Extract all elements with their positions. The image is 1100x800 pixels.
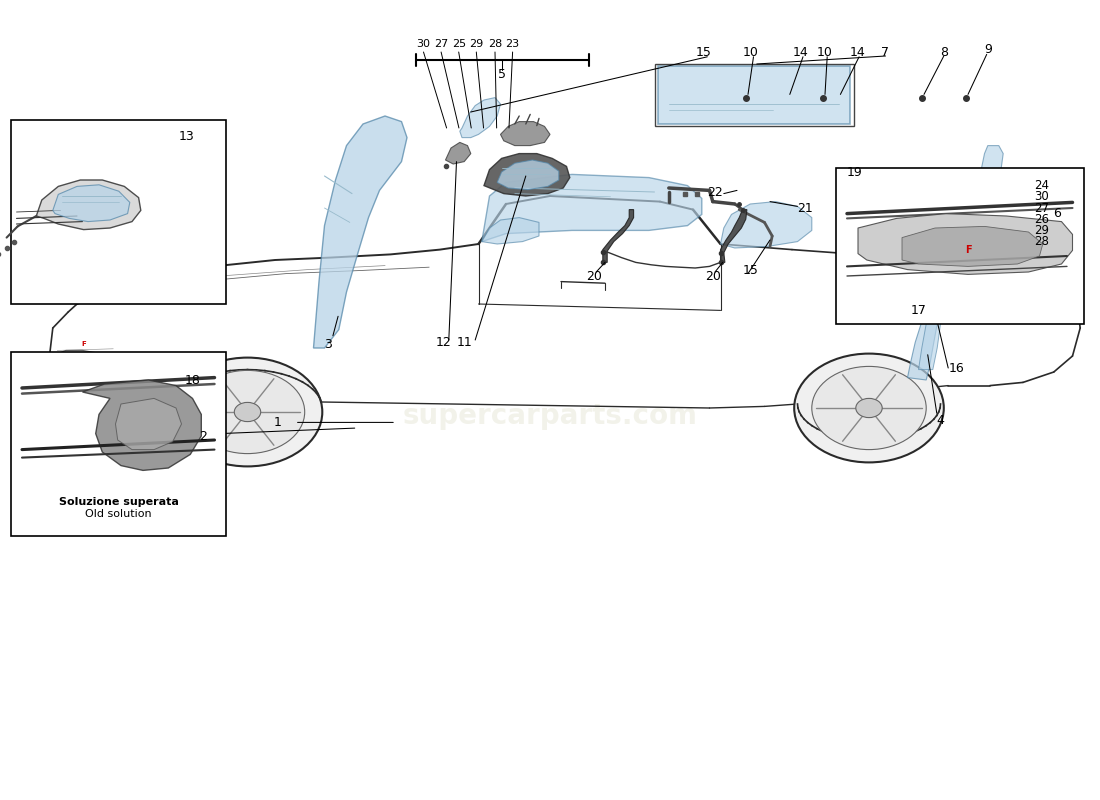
Text: 1: 1 <box>273 416 282 429</box>
Text: 13: 13 <box>179 130 195 142</box>
Text: 28: 28 <box>1034 235 1049 248</box>
Circle shape <box>794 354 944 462</box>
Polygon shape <box>460 98 500 138</box>
Text: Old solution: Old solution <box>86 509 152 518</box>
Text: F: F <box>81 341 86 347</box>
Polygon shape <box>902 226 1043 266</box>
Text: 14: 14 <box>850 46 866 58</box>
Polygon shape <box>720 202 812 248</box>
Text: 3: 3 <box>323 338 332 350</box>
Text: 20: 20 <box>586 270 602 282</box>
Text: 15: 15 <box>742 264 758 277</box>
Circle shape <box>856 398 882 418</box>
Text: 18: 18 <box>185 374 200 386</box>
Text: 14: 14 <box>793 46 808 58</box>
Text: supercarparts.com: supercarparts.com <box>403 402 697 430</box>
Polygon shape <box>446 142 471 164</box>
Polygon shape <box>314 116 407 348</box>
Text: 2: 2 <box>199 430 208 442</box>
Bar <box>11 120 225 304</box>
Text: 12: 12 <box>436 336 451 349</box>
Polygon shape <box>53 350 116 380</box>
Text: 28: 28 <box>488 39 502 49</box>
Polygon shape <box>482 218 539 244</box>
Polygon shape <box>482 174 702 242</box>
Circle shape <box>234 402 261 422</box>
Text: 17: 17 <box>911 304 926 317</box>
Text: 27: 27 <box>1034 202 1049 214</box>
Text: 10: 10 <box>742 46 758 58</box>
Circle shape <box>173 358 322 466</box>
Polygon shape <box>53 185 130 222</box>
Text: 26: 26 <box>1034 213 1049 226</box>
Text: 8: 8 <box>939 46 948 58</box>
Text: 6: 6 <box>1053 207 1062 220</box>
Text: 9: 9 <box>983 43 992 56</box>
Text: 23: 23 <box>506 39 519 49</box>
Bar <box>658 66 850 124</box>
Polygon shape <box>962 146 1003 242</box>
Text: 27: 27 <box>434 39 448 49</box>
Text: 29: 29 <box>1034 224 1049 237</box>
Polygon shape <box>36 180 141 230</box>
Text: 15: 15 <box>696 46 712 58</box>
Text: 19: 19 <box>847 166 862 178</box>
Polygon shape <box>497 160 559 190</box>
Text: 22: 22 <box>707 186 723 198</box>
Text: 10: 10 <box>817 46 833 58</box>
Polygon shape <box>82 380 201 470</box>
Text: 4: 4 <box>936 414 945 426</box>
Polygon shape <box>908 254 948 380</box>
Bar <box>836 168 1084 324</box>
Polygon shape <box>720 210 747 262</box>
Polygon shape <box>484 154 570 196</box>
Text: 30: 30 <box>417 39 430 49</box>
Text: F: F <box>965 246 971 255</box>
Text: Soluzione superata: Soluzione superata <box>59 498 178 507</box>
Text: 20: 20 <box>705 270 720 282</box>
Polygon shape <box>500 122 550 146</box>
Polygon shape <box>918 300 940 370</box>
Bar <box>11 352 225 536</box>
Circle shape <box>812 366 926 450</box>
Text: 30: 30 <box>1034 190 1049 203</box>
Text: 7: 7 <box>881 46 890 58</box>
Polygon shape <box>858 214 1072 274</box>
Polygon shape <box>603 210 634 262</box>
Text: 24: 24 <box>1034 179 1049 192</box>
Text: 25: 25 <box>452 39 465 49</box>
Polygon shape <box>116 398 182 450</box>
Text: 11: 11 <box>456 336 472 349</box>
Circle shape <box>190 370 305 454</box>
Text: 5: 5 <box>498 68 506 81</box>
Text: 16: 16 <box>949 362 965 374</box>
Bar <box>654 64 854 126</box>
Text: 21: 21 <box>798 202 813 214</box>
Text: 29: 29 <box>470 39 483 49</box>
